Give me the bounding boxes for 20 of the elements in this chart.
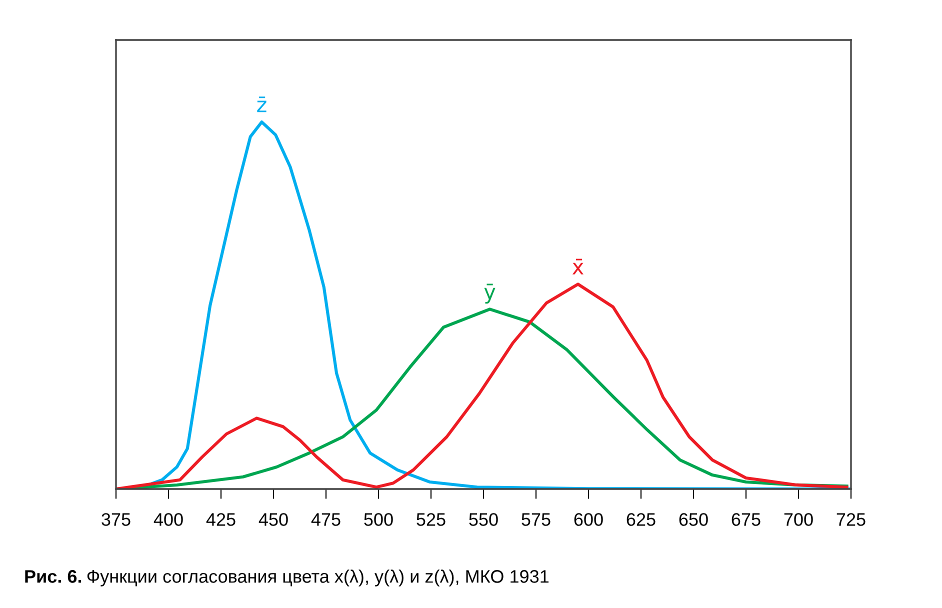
x-tick-label: 725 xyxy=(836,513,866,526)
x-tick-label: 525 xyxy=(416,513,446,526)
x-tick-label: 375 xyxy=(102,513,130,526)
series-label: x̄ xyxy=(572,258,584,274)
x-tick-label: 575 xyxy=(522,513,550,526)
x-tick-label: 625 xyxy=(626,513,656,526)
x-tick-label: 500 xyxy=(364,513,393,526)
x-tick-label: 675 xyxy=(732,513,760,526)
x-tick-label: 425 xyxy=(206,513,236,526)
series-label: z̄ xyxy=(257,96,266,112)
x-tick-label: 450 xyxy=(258,513,288,526)
text: Рис. 6. xyxy=(25,570,82,583)
x-tick-label: 650 xyxy=(679,513,708,526)
text: Функции согласования цвета x(λ), y(λ) и z(λ), МКО 1931 xyxy=(87,570,549,586)
x-tick-label: 700 xyxy=(784,513,813,526)
x-tick-label: 550 xyxy=(469,513,498,526)
x-tick-label: 600 xyxy=(574,513,603,526)
x-tick-label: 475 xyxy=(311,513,340,526)
series-label: ȳ xyxy=(484,284,496,304)
x-tick-label: 400 xyxy=(154,513,183,526)
